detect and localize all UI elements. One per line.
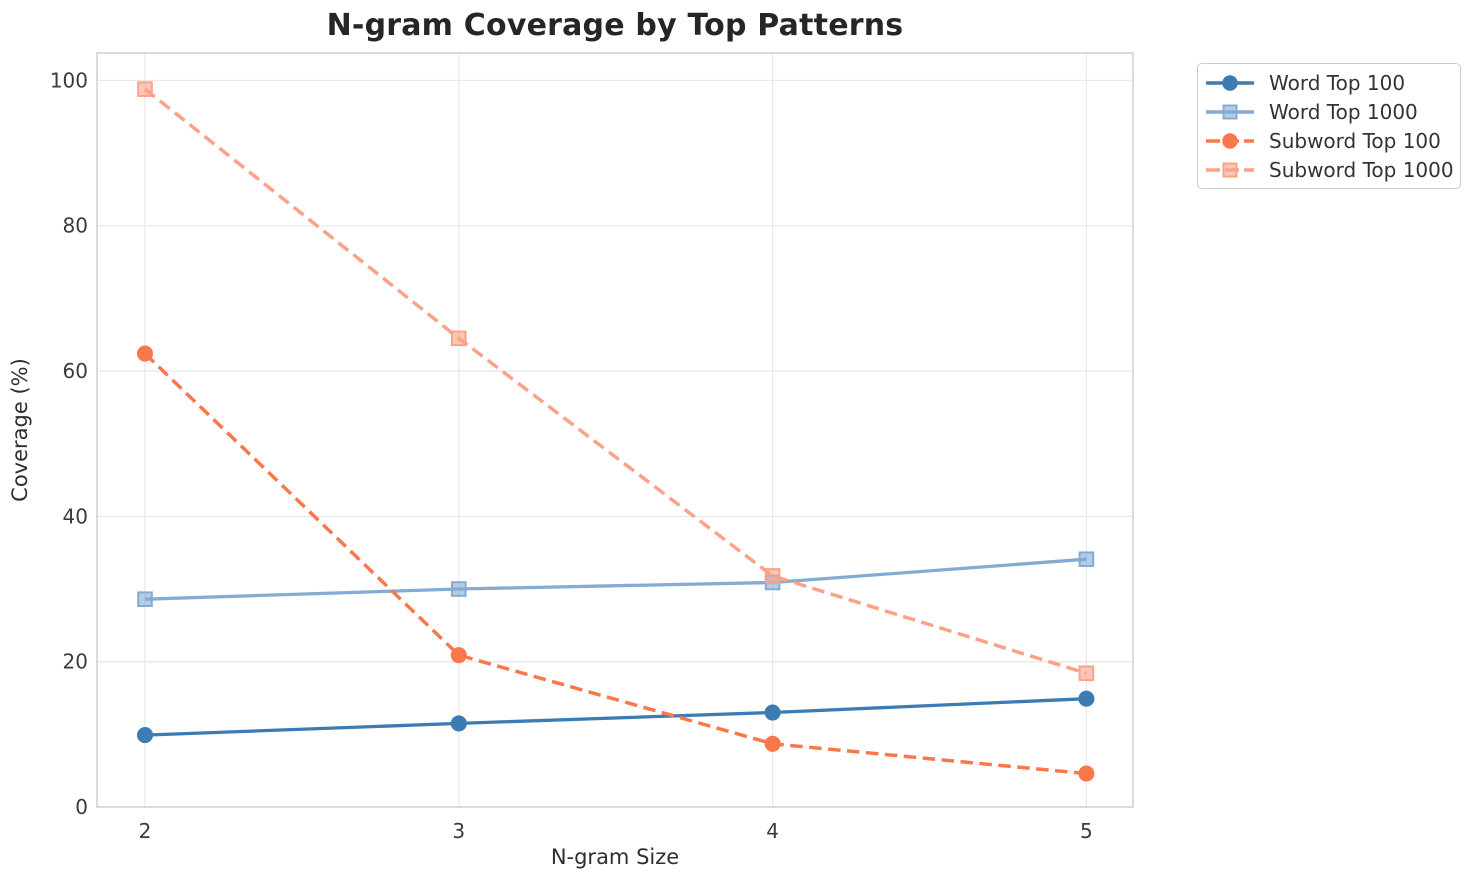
legend-item-word-top-1000: Word Top 1000 (1205, 97, 1460, 126)
series-line-word-top-100 (144, 697, 1087, 737)
legend-line-marker-icon (1206, 162, 1254, 177)
legend-label: Word Top 1000 (1269, 99, 1418, 124)
legend-line-marker-icon (1206, 104, 1254, 119)
plot-border (96, 52, 1134, 808)
series-line-word-top-1000 (144, 557, 1087, 601)
y-tick-label-20: 20 (63, 650, 88, 674)
legend-item-word-top-100: Word Top 100 (1205, 68, 1460, 97)
marker-word-top-1000-x3 (451, 581, 467, 597)
x-tick-label-5: 5 (1080, 819, 1093, 843)
legend-label: Subword Top 1000 (1269, 157, 1454, 182)
y-tick-label-0: 0 (75, 795, 88, 819)
marker-subword-top-100-x5 (1078, 765, 1095, 782)
legend-line-marker-icon (1206, 132, 1254, 149)
marker-subword-top-1000-x3 (451, 330, 467, 347)
marker-subword-top-1000-x5 (1078, 665, 1095, 682)
marker-subword-top-1000-x2 (137, 81, 153, 97)
marker-word-top-100-x4 (764, 704, 781, 721)
y-axis-title: Coverage (%) (8, 358, 32, 502)
legend-marker-subword-top-100 (1222, 132, 1238, 149)
legend: Word Top 100 Word Top 1000 Subword Top 100… (1197, 63, 1461, 189)
marker-subword-top-100-x2 (136, 345, 154, 362)
plot-background (97, 53, 1133, 807)
marker-word-top-1000-x2 (137, 591, 153, 607)
legend-marker-word-top-1000 (1222, 104, 1238, 119)
legend-line-marker-icon (1206, 74, 1254, 91)
marker-subword-top-100-x3 (450, 647, 467, 664)
marker-word-top-100-x3 (450, 715, 467, 732)
x-tick-label-4: 4 (766, 819, 779, 843)
legend-marker-subword-top-1000 (1222, 162, 1238, 177)
series-line-subword-top-100 (143, 352, 1087, 776)
marker-subword-top-1000-x4 (764, 568, 781, 584)
marker-word-top-100-x2 (136, 727, 154, 744)
legend-label: Word Top 100 (1269, 70, 1406, 95)
y-tick-label-100: 100 (50, 68, 88, 92)
legend-item-subword-top-1000: Subword Top 1000 (1205, 155, 1460, 184)
marker-subword-top-100-x4 (764, 735, 781, 752)
x-tick-label-2: 2 (139, 819, 152, 843)
y-tick-label-80: 80 (63, 214, 88, 238)
y-tick-label-40: 40 (63, 504, 88, 528)
y-tick-label-60: 60 (63, 359, 88, 383)
x-tick-label-3: 3 (452, 819, 465, 843)
legend-label: Subword Top 100 (1269, 128, 1441, 153)
marker-word-top-1000-x5 (1078, 551, 1095, 568)
x-axis-title: N-gram Size (550, 845, 680, 869)
series-line-subword-top-1000 (143, 87, 1087, 675)
legend-item-subword-top-100: Subword Top 100 (1205, 126, 1460, 155)
marker-word-top-100-x5 (1078, 690, 1095, 707)
chart-title: N-gram Coverage by Top Patterns (326, 8, 904, 43)
legend-marker-word-top-100 (1222, 74, 1238, 91)
